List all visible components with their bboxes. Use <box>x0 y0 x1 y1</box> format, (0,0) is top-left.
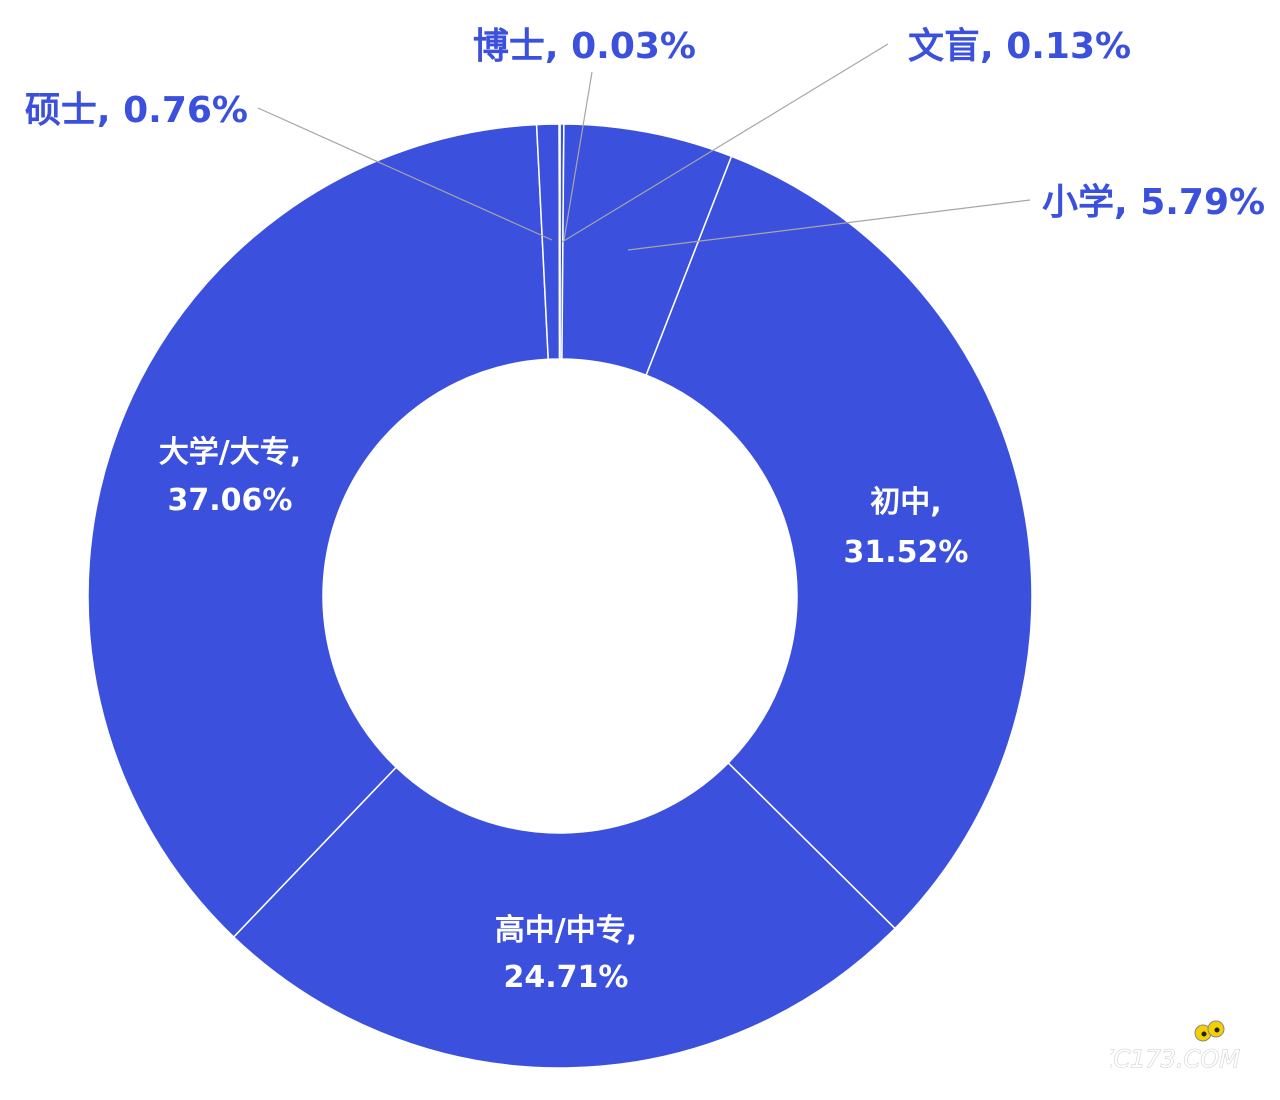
watermark-text: ZC173.COM <box>1110 1045 1240 1073</box>
slice-6 <box>558 123 561 360</box>
data-label-value-3: 24.71% <box>504 960 629 995</box>
donut-hole <box>323 359 797 833</box>
leader-line-0 <box>561 43 889 243</box>
data-label-name-4: 大学/大专, <box>159 435 301 470</box>
leader-lines <box>257 43 1031 251</box>
data-label-name-3: 高中/中专, <box>495 913 637 948</box>
data-label-name-2: 初中, <box>870 485 941 520</box>
data-labels: 文盲, 0.13% 小学, 5.79% 初中, 31.52% 高中/中专, 24.71% 大… <box>25 26 1265 995</box>
data-label-value-4: 37.06% <box>168 483 293 518</box>
data-label-1: 小学, 5.79% <box>1042 181 1265 223</box>
leader-line-5 <box>257 107 553 241</box>
leader-line-1 <box>627 199 1031 251</box>
eyes-icon <box>1194 1020 1225 1042</box>
slices <box>87 123 1033 1069</box>
data-label-6: 博士, 0.03% <box>473 26 696 67</box>
data-label-5: 硕士, 0.76% <box>25 90 248 131</box>
data-label-0: 文盲, 0.13% <box>908 26 1131 67</box>
watermark: ZC173.COM <box>1096 1019 1250 1084</box>
data-label-value-2: 31.52% <box>844 535 969 570</box>
leader-line-6 <box>563 71 593 241</box>
